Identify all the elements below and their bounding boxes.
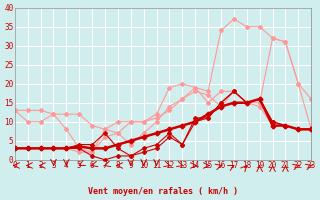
X-axis label: Vent moyen/en rafales ( km/h ): Vent moyen/en rafales ( km/h ) [88, 187, 238, 196]
